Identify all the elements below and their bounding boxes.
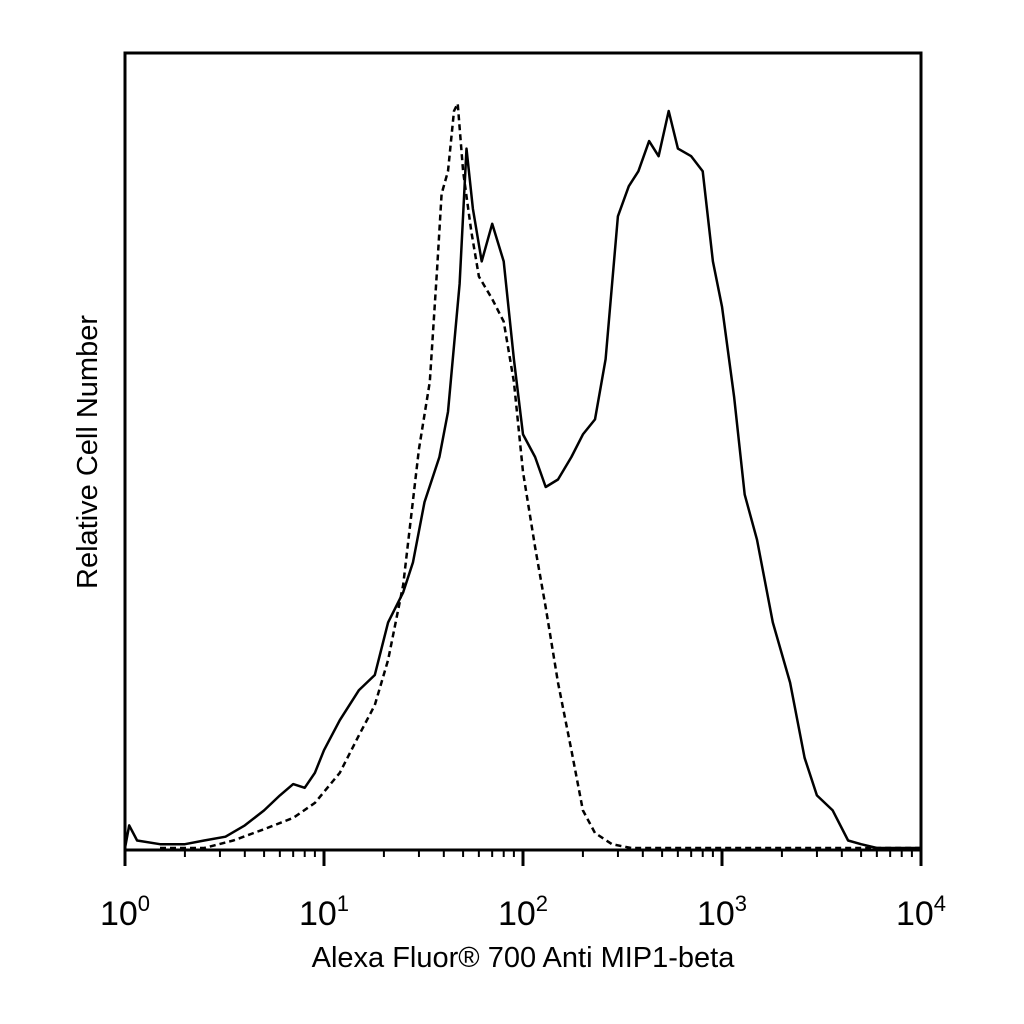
control-histogram-line	[160, 102, 921, 850]
x-tick-label: 101	[299, 891, 349, 933]
x-tick-label: 103	[697, 891, 747, 933]
x-axis-ticks: 100 101 102 103 104	[100, 850, 946, 933]
y-axis-label: Relative Cell Number	[72, 315, 104, 589]
stained-histogram-line	[123, 109, 921, 850]
x-tick-label: 100	[100, 891, 150, 933]
series-layer	[123, 102, 921, 850]
plot-frame	[123, 51, 923, 852]
x-tick-label: 102	[498, 891, 548, 933]
x-axis-label: Alexa Fluor® 700 Anti MIP1-beta	[312, 942, 736, 974]
x-tick-label: 104	[896, 891, 946, 933]
